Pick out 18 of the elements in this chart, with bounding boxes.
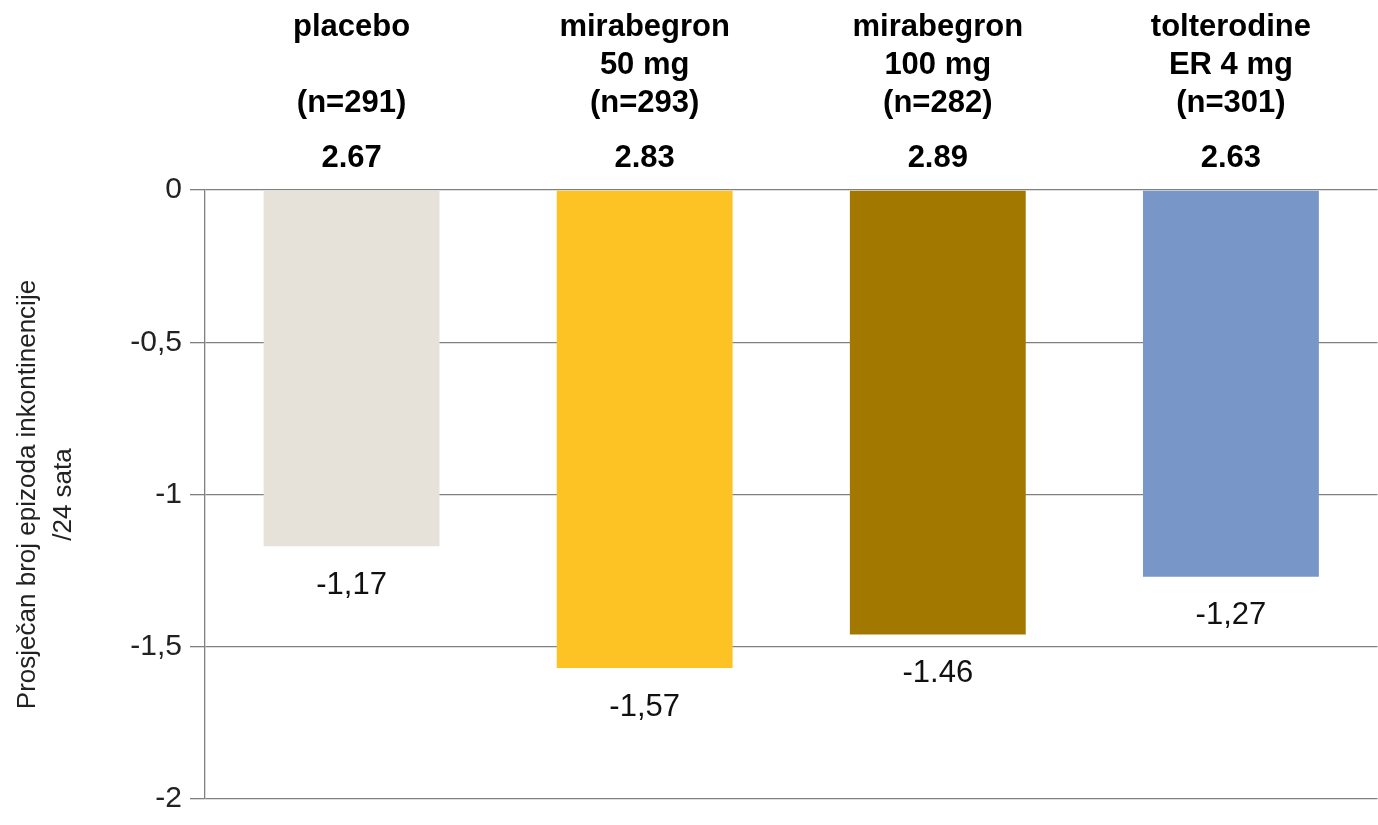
y-tick-label: -1 bbox=[155, 475, 182, 509]
y-axis-title: Prosječan broj epizoda inkontinencije /24 sata bbox=[11, 279, 77, 710]
y-tick-label: -0,5 bbox=[130, 323, 182, 357]
y-tick-label: 0 bbox=[165, 171, 182, 205]
data-label: -1,57 bbox=[609, 687, 681, 723]
x-tick-label: mirabegron 100 mg (n=282) bbox=[852, 8, 1024, 120]
data-label: -1.46 bbox=[902, 654, 974, 690]
text: 2.89 bbox=[907, 138, 968, 174]
x-tick-label: tolterodine ER 4 mg (n=301) bbox=[1150, 8, 1312, 120]
text: 2.83 bbox=[614, 138, 675, 174]
data-label: -1,27 bbox=[1195, 596, 1267, 632]
text: 2.63 bbox=[1200, 138, 1262, 174]
y-tick-label: -2 bbox=[155, 780, 182, 814]
category-label: placebo (n=291) bbox=[292, 8, 411, 120]
x-tick-label: mirabegron 50 mg (n=293) bbox=[559, 8, 730, 120]
data-label: -1,17 bbox=[316, 565, 387, 601]
text: 2.67 bbox=[321, 138, 382, 174]
y-tick-label: -1,5 bbox=[130, 628, 182, 662]
